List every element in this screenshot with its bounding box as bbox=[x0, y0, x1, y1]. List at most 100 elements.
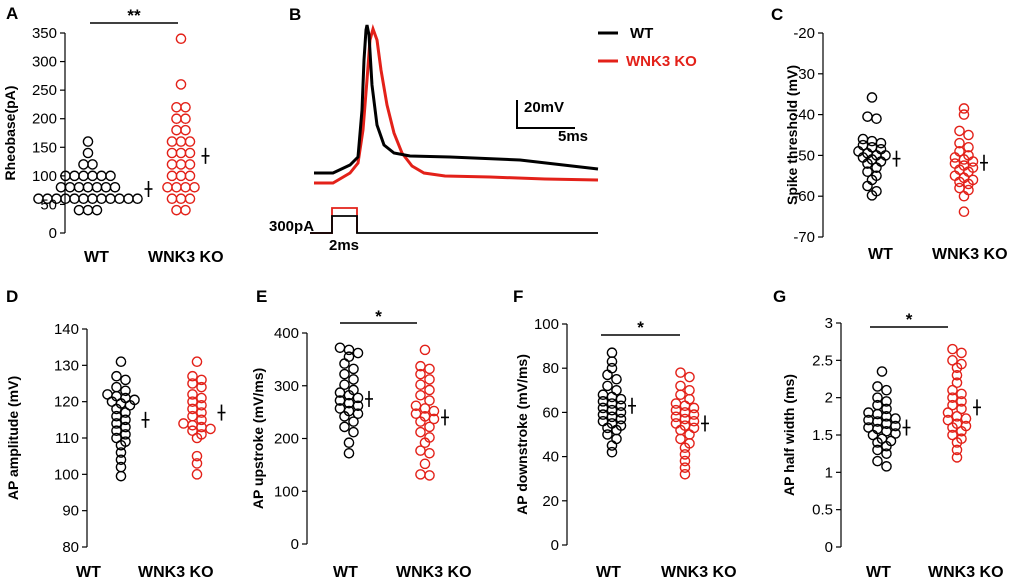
data-point-wt bbox=[111, 403, 122, 415]
data-point-wt bbox=[890, 428, 901, 439]
panel-ap-amplitude: D 80 90 100 110 120 130 140 AP amplitude (mV) WT W… bbox=[5, 287, 226, 578]
data-point-ko bbox=[175, 147, 187, 159]
data-point-wt bbox=[872, 444, 883, 456]
data-point-ko bbox=[196, 381, 207, 393]
y-tick-label: 300 bbox=[274, 378, 299, 395]
data-point-wt bbox=[871, 162, 882, 173]
data-point-ko bbox=[171, 124, 182, 136]
data-point-wt bbox=[115, 447, 127, 458]
category-label-wt: WT bbox=[866, 564, 891, 578]
data-point-ko bbox=[187, 389, 198, 400]
y-tick-label: -40 bbox=[793, 107, 815, 124]
y-axis-label: Spike threshold (mV) bbox=[784, 65, 800, 205]
data-point-wt bbox=[611, 373, 622, 385]
data-point-ko bbox=[942, 414, 954, 426]
y-tick-label: 0 bbox=[49, 225, 57, 242]
data-point-wt bbox=[73, 181, 85, 193]
data-point-wt bbox=[343, 344, 355, 356]
data-point-ko bbox=[688, 415, 700, 427]
panel-letter-F: F bbox=[513, 287, 523, 306]
y-tick-label: 20 bbox=[542, 493, 559, 510]
panel-letter-C: C bbox=[771, 5, 783, 24]
data-point-ko bbox=[184, 147, 196, 159]
y-axis-label: AP downstroke (mV/ms) bbox=[514, 354, 530, 515]
data-point-wt bbox=[615, 400, 627, 412]
data-point-wt bbox=[867, 429, 879, 441]
data-point-wt bbox=[343, 437, 355, 449]
data-point-wt bbox=[109, 181, 121, 193]
data-point-ko bbox=[956, 347, 967, 359]
y-tick-label: 100 bbox=[54, 466, 79, 483]
data-point-ko bbox=[958, 190, 970, 202]
data-point-ko bbox=[184, 170, 196, 182]
category-label-wt: WT bbox=[868, 246, 893, 263]
data-point-wt bbox=[78, 193, 89, 205]
data-point-ko bbox=[951, 362, 963, 374]
data-point-wt bbox=[875, 143, 887, 155]
data-point-wt bbox=[866, 92, 878, 103]
data-point-wt bbox=[111, 418, 122, 429]
data-point-wt bbox=[597, 415, 609, 427]
data-point-ko bbox=[679, 449, 691, 460]
data-point-ko bbox=[191, 356, 203, 368]
data-point-ko bbox=[956, 403, 967, 415]
data-point-ko bbox=[951, 452, 963, 463]
data-point-ko bbox=[688, 409, 700, 420]
data-point-wt bbox=[111, 425, 122, 437]
data-point-ko bbox=[196, 399, 207, 411]
y-tick-label: 0 bbox=[291, 536, 299, 553]
data-point-wt bbox=[339, 411, 350, 422]
y-tick-label: 100 bbox=[32, 168, 57, 185]
data-point-wt bbox=[611, 384, 622, 396]
significance-label: ** bbox=[127, 6, 141, 25]
data-point-ko bbox=[942, 407, 954, 418]
scale-bar bbox=[516, 100, 575, 129]
data-point-ko bbox=[191, 458, 203, 469]
data-point-wt bbox=[872, 381, 883, 392]
category-label-wt: WT bbox=[596, 564, 621, 578]
category-label-wt: WT bbox=[84, 249, 109, 266]
data-point-wt bbox=[91, 181, 103, 193]
data-point-ko bbox=[180, 181, 191, 193]
y-tick-label: 250 bbox=[32, 82, 57, 99]
data-point-ko bbox=[960, 413, 972, 424]
data-point-wt bbox=[78, 170, 89, 182]
data-point-ko bbox=[171, 181, 182, 193]
data-point-ko bbox=[963, 178, 974, 190]
data-point-ko bbox=[947, 399, 958, 411]
data-point-wt bbox=[876, 366, 888, 377]
data-point-wt bbox=[96, 170, 107, 182]
data-point-ko bbox=[196, 374, 207, 386]
data-point-wt bbox=[123, 193, 134, 205]
data-point-wt bbox=[862, 158, 873, 169]
data-point-ko bbox=[196, 414, 207, 426]
category-label-ko: WNK3 KO bbox=[928, 564, 1004, 578]
data-point-ko bbox=[424, 447, 435, 459]
data-point-wt bbox=[114, 193, 125, 205]
data-point-wt bbox=[69, 193, 80, 205]
y-tick-label: 300 bbox=[32, 54, 57, 71]
y-tick-label: 90 bbox=[62, 503, 79, 520]
data-point-ko bbox=[191, 432, 203, 444]
data-point-ko bbox=[675, 380, 686, 392]
data-point-ko bbox=[947, 343, 958, 355]
data-point-ko bbox=[175, 159, 187, 170]
y-tick-label: 350 bbox=[32, 25, 57, 42]
data-point-wt bbox=[343, 447, 355, 459]
data-point-wt bbox=[120, 374, 131, 386]
data-point-ko bbox=[951, 437, 963, 448]
data-point-ko bbox=[947, 355, 958, 366]
data-point-ko bbox=[180, 124, 191, 136]
y-tick-label: 0 bbox=[551, 537, 559, 554]
data-point-ko bbox=[162, 181, 173, 193]
stimulus-current-label: 300pA bbox=[269, 218, 314, 235]
data-point-wt bbox=[339, 421, 350, 433]
y-axis-label: AP upstroke (mV/ms) bbox=[250, 368, 266, 509]
data-point-ko bbox=[166, 147, 178, 159]
data-point-wt bbox=[881, 396, 892, 407]
data-point-wt bbox=[111, 381, 122, 393]
data-point-ko bbox=[166, 136, 178, 147]
data-point-wt bbox=[82, 136, 94, 147]
data-point-wt bbox=[64, 181, 76, 193]
data-point-wt bbox=[602, 429, 613, 440]
